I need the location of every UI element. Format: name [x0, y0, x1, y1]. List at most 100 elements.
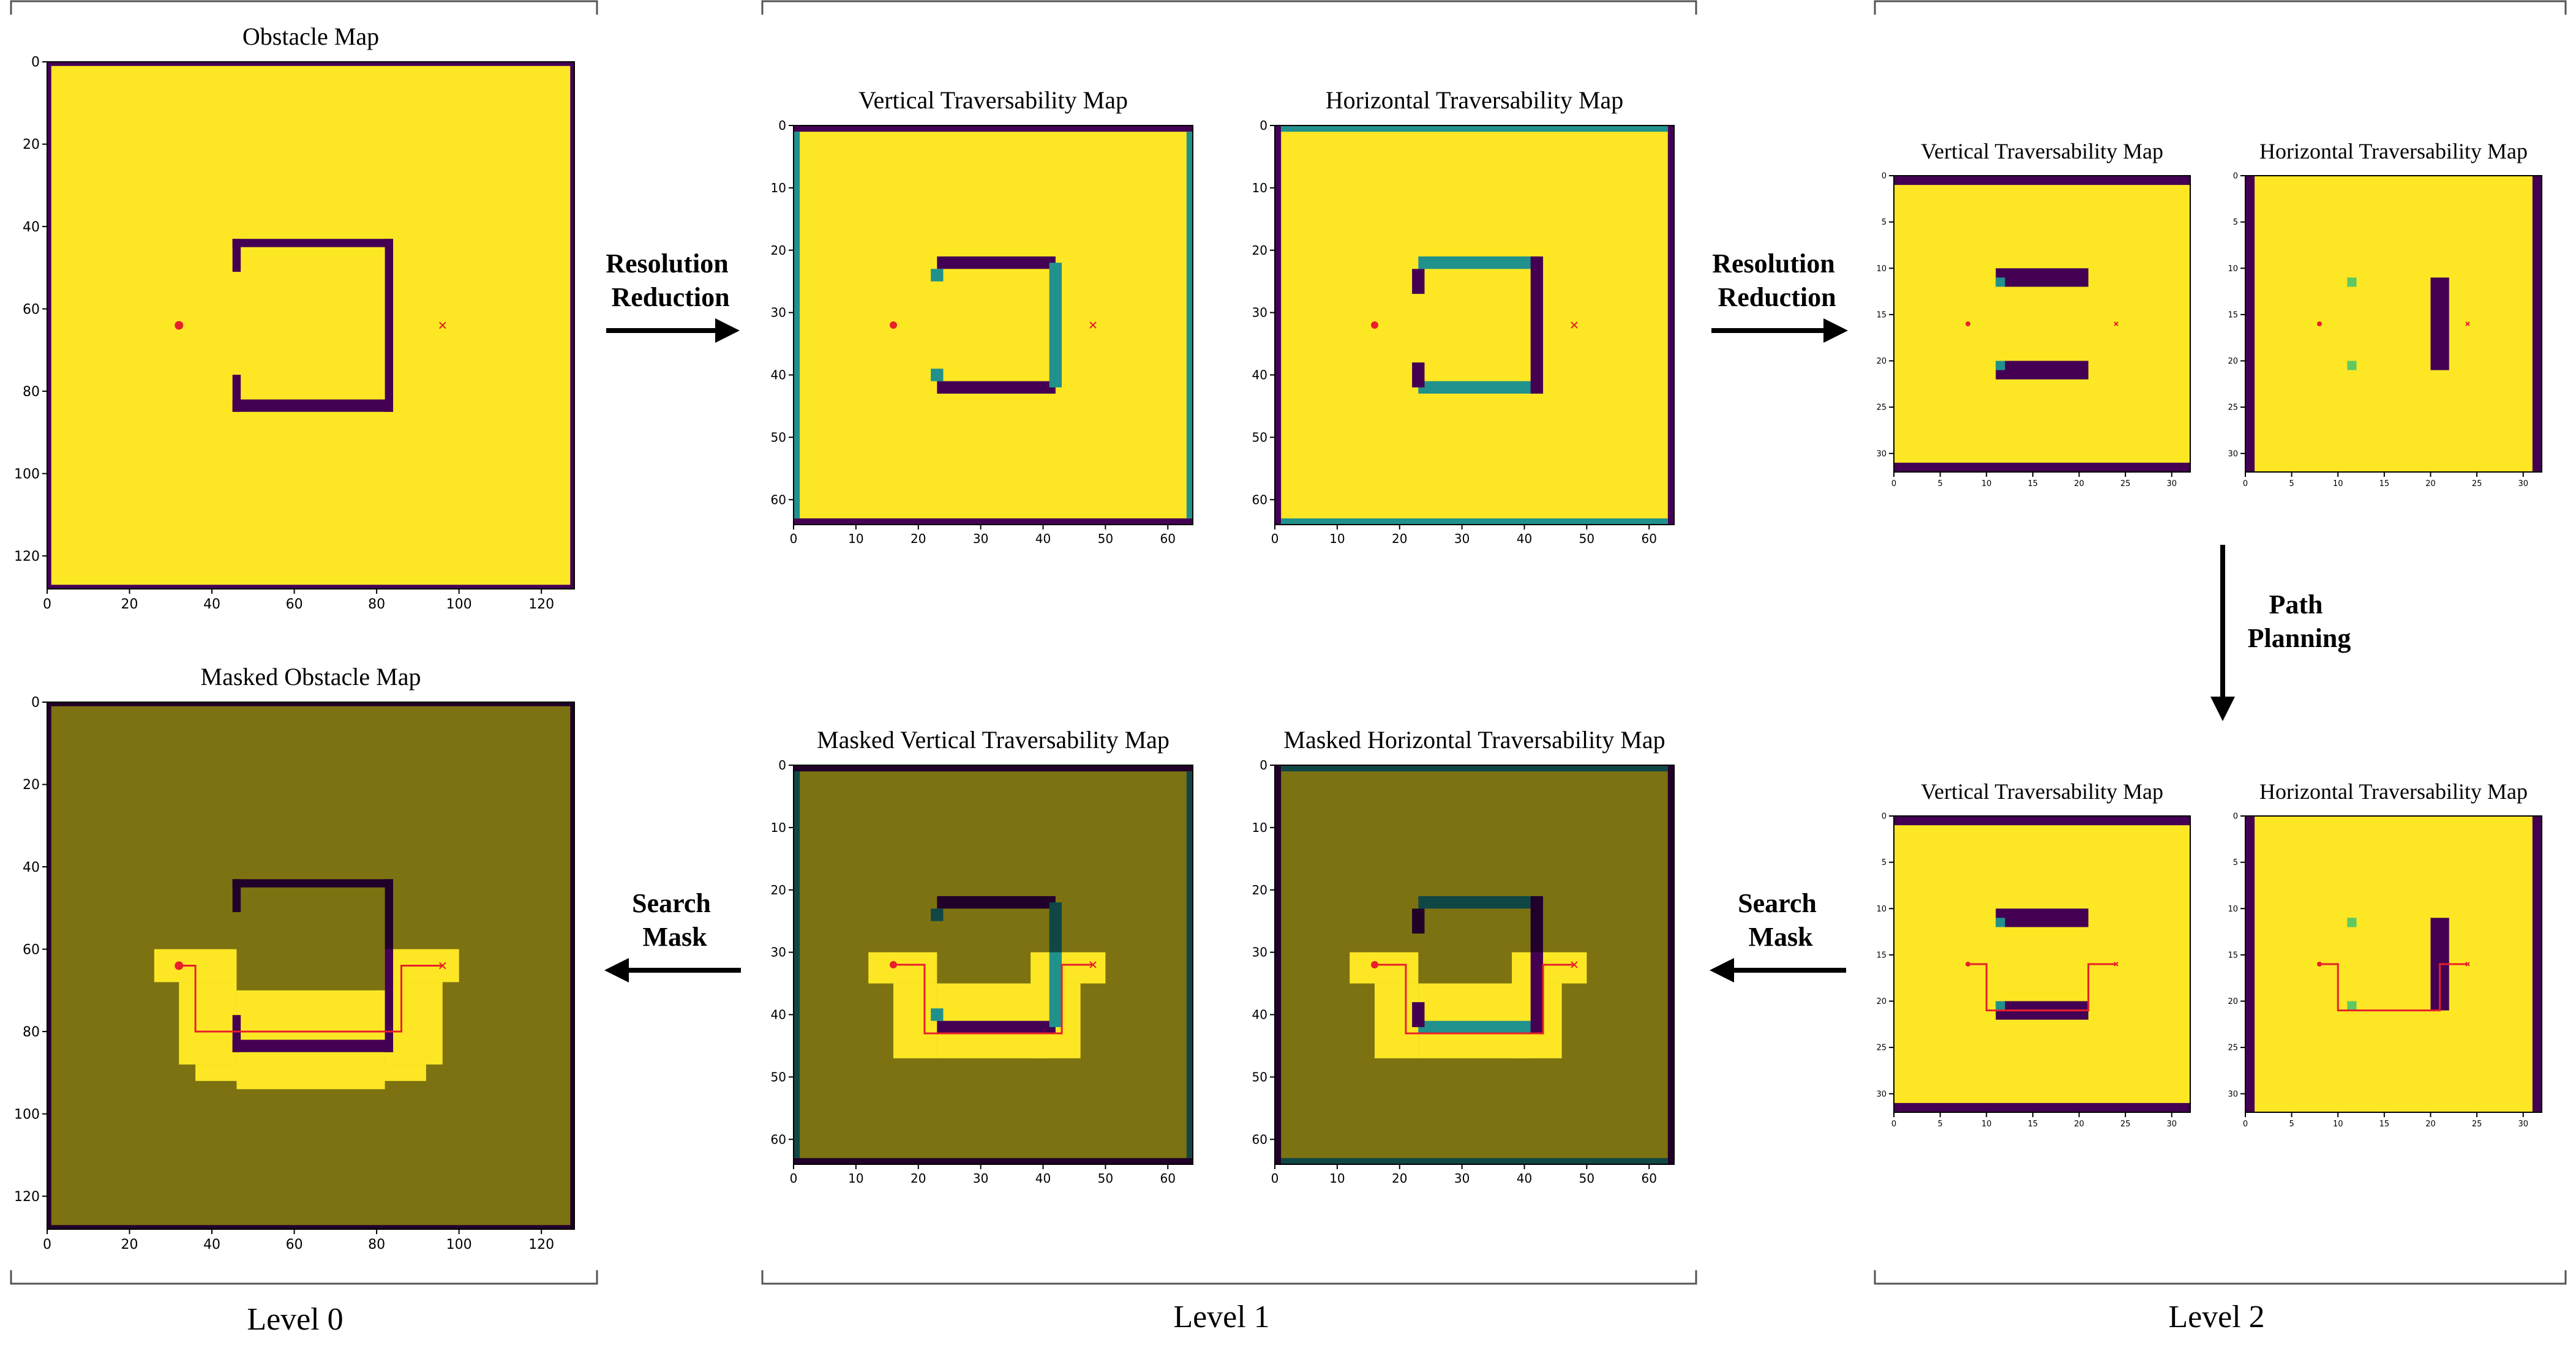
y-tick-label: 60	[23, 302, 40, 317]
arrow-label-path-planning: Path Planning	[2248, 589, 2351, 653]
x-tick-label: 15	[2379, 1120, 2390, 1129]
arrow-label-search-mask-2: Search Mask	[632, 888, 718, 952]
x-tick-label: 0	[1271, 1171, 1279, 1186]
x-tick-label: 60	[1642, 1171, 1657, 1186]
y-tick-label: 60	[1252, 1132, 1267, 1147]
panel-title: Masked Vertical Traversability Map	[817, 726, 1170, 754]
planned-path	[179, 965, 443, 1033]
map-background	[1275, 125, 1674, 525]
x-tick-label: 20	[121, 597, 138, 612]
y-tick-label: 20	[2228, 997, 2238, 1006]
x-tick-label: 100	[446, 597, 472, 612]
y-tick-label: 5	[2233, 218, 2238, 227]
y-tick-label: 20	[1876, 997, 1887, 1006]
y-tick-label: 50	[1252, 430, 1267, 444]
x-tick-label: 10	[848, 1171, 863, 1186]
partial-cell	[2347, 277, 2357, 287]
y-tick-label: 20	[2228, 357, 2238, 366]
partial-cell	[931, 269, 944, 282]
panel-title: Vertical Traversability Map	[1921, 139, 2163, 163]
panel-title: Vertical Traversability Map	[1921, 779, 2163, 804]
y-tick-label: 0	[31, 55, 40, 70]
arrow-label-line: Mask	[1748, 922, 1813, 952]
goal-marker	[1571, 961, 1578, 968]
partial-cell	[1418, 256, 1537, 269]
panel-title: Masked Obstacle Map	[201, 663, 421, 690]
goal-stroke	[1089, 961, 1097, 968]
partial-cell	[1996, 1001, 2005, 1011]
y-tick-label: 30	[771, 945, 786, 960]
goal-stroke	[439, 962, 446, 970]
x-tick-label: 10	[848, 531, 863, 546]
partial-cell	[1186, 132, 1193, 518]
x-tick-label: 30	[1454, 1171, 1470, 1186]
map-background	[47, 62, 574, 589]
x-tick-label: 5	[1937, 479, 1942, 488]
x-tick-label: 10	[1329, 531, 1345, 546]
bracket-top-level2	[1874, 0, 2567, 15]
y-tick-label: 15	[2228, 951, 2238, 960]
partial-cell	[2347, 361, 2357, 370]
map-background	[1894, 176, 2190, 472]
bracket-top-level0	[10, 0, 598, 15]
bracket-bottom-level2	[1874, 1270, 2567, 1285]
y-tick-label: 20	[23, 777, 40, 793]
y-tick-label: 25	[1876, 403, 1887, 413]
y-tick-label: 60	[1252, 492, 1267, 507]
panel-h2: Horizontal Traversability Map 0 5 10 15 20 25 3…	[2228, 139, 2542, 488]
x-tick-label: 30	[2166, 479, 2177, 488]
partial-cell	[1418, 381, 1537, 394]
x-tick-label: 30	[2518, 1120, 2528, 1129]
map-background	[794, 125, 1193, 525]
x-tick-label: 120	[528, 1237, 554, 1252]
start-marker	[2317, 962, 2322, 967]
partial-cell	[2347, 1001, 2357, 1011]
x-tick-label: 5	[2289, 1120, 2294, 1129]
obstacle-wall	[937, 381, 1056, 394]
goal-stroke	[2114, 321, 2119, 326]
x-tick-label: 20	[1392, 531, 1407, 546]
obstacle-wall	[232, 399, 394, 412]
axes-frame	[1274, 765, 1675, 1165]
partial-cell	[2347, 918, 2357, 927]
x-tick-label: 0	[43, 597, 51, 612]
y-tick-label: 20	[1252, 243, 1267, 258]
level-label-1: Level 1	[1173, 1300, 1269, 1334]
panel-mv1: Masked Vertical Traversability Map 0 10 20 3…	[771, 726, 1193, 1186]
x-tick-label: 80	[368, 1237, 385, 1252]
y-tick-label: 100	[14, 466, 40, 482]
panel-v2: Vertical Traversability Map 0 5 10 15 20 25 30 0…	[1876, 139, 2191, 488]
axes-frame	[47, 61, 575, 589]
y-tick-label: 25	[2228, 403, 2238, 413]
map-border	[1894, 1102, 2190, 1112]
x-tick-label: 20	[911, 1171, 926, 1186]
y-tick-label: 50	[771, 430, 786, 444]
arrow-label-line: Reduction	[1718, 282, 1836, 312]
x-tick-label: 40	[1035, 531, 1051, 546]
map-border	[794, 125, 1193, 132]
x-tick-label: 15	[2028, 1120, 2038, 1129]
map-border	[1894, 462, 2190, 472]
x-tick-label: 25	[2120, 479, 2131, 488]
search-mask-overlay	[47, 702, 574, 1229]
start-marker	[1966, 321, 1970, 326]
map-background	[1894, 816, 2190, 1112]
map-background	[2245, 176, 2542, 472]
x-tick-label: 60	[1160, 531, 1176, 546]
panel-mobs: Masked Obstacle Map 0 20 40 60 80 100 120 0 20 40 6…	[14, 663, 575, 1252]
y-tick-label: 20	[771, 883, 786, 897]
x-tick-label: 50	[1579, 1171, 1594, 1186]
y-tick-label: 60	[23, 942, 40, 957]
obstacle-wall	[1530, 256, 1544, 394]
y-tick-label: 30	[2228, 1090, 2238, 1099]
x-tick-label: 20	[2074, 1120, 2084, 1129]
goal-stroke	[2114, 962, 2119, 967]
x-tick-label: 10	[2333, 1120, 2343, 1129]
x-tick-label: 25	[2120, 1120, 2131, 1129]
panel-v1: Vertical Traversability Map 0 10 20 30 40 50 60…	[771, 86, 1193, 546]
arrow-label-line: Search	[1738, 888, 1817, 918]
obstacle-wall	[1996, 268, 2089, 287]
axes-frame	[793, 765, 1193, 1165]
x-tick-label: 20	[911, 531, 926, 546]
map-border	[2245, 816, 2255, 1112]
